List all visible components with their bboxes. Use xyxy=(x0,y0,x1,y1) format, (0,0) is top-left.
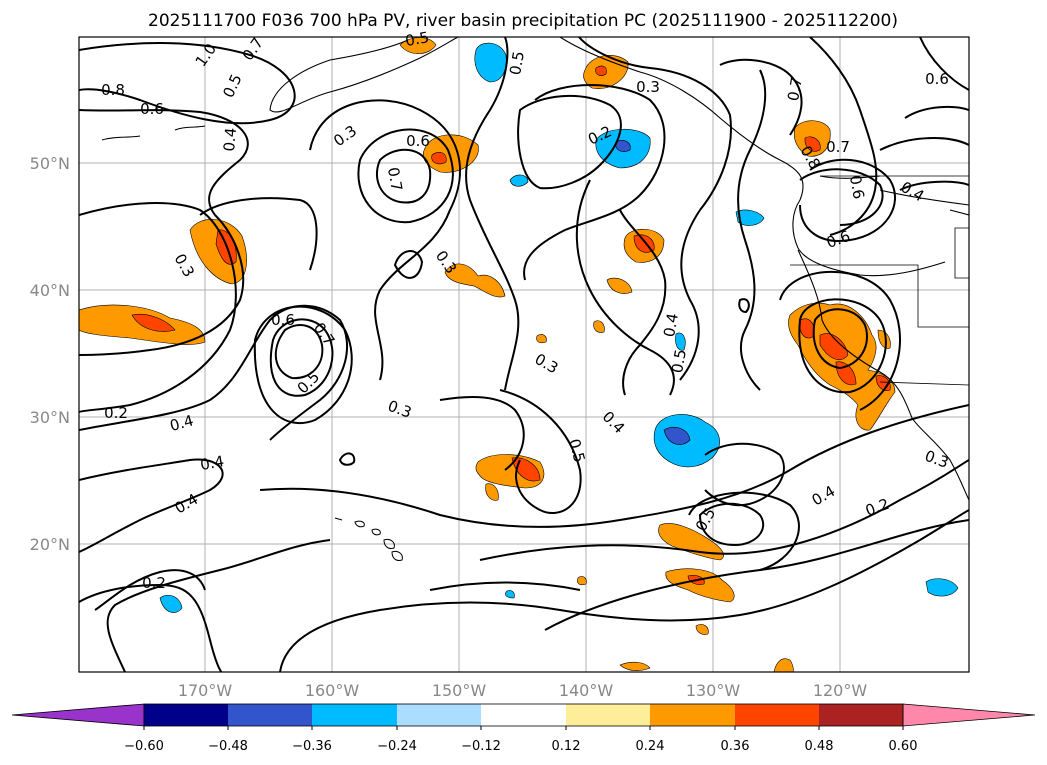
contour-label: 0.6 xyxy=(271,311,295,329)
colorbar-segment xyxy=(566,704,650,726)
colorbar-tick-label: 0.60 xyxy=(889,739,918,754)
contour-label: 0.7 xyxy=(784,76,806,103)
colorbar-segment xyxy=(144,704,228,726)
contour-label: 0.7 xyxy=(384,166,406,193)
colorbar: −0.60 −0.48 −0.36 −0.24 −0.12 0.12 0.24 … xyxy=(11,703,1036,754)
pv-contours xyxy=(79,37,969,672)
lon-label-150w: 150°W xyxy=(432,681,487,700)
colorbar-segment xyxy=(228,704,312,726)
colorbar-segment xyxy=(735,704,819,726)
hawaii-islands xyxy=(334,517,403,561)
colorbar-extend-max xyxy=(902,703,1036,727)
figure-title: 2025111700 F036 700 hPa PV, river basin … xyxy=(148,11,898,31)
colorbar-tick-label: 0.36 xyxy=(721,739,750,754)
lon-labels: 170°W 160°W 150°W 140°W 130°W 120°W xyxy=(178,681,868,700)
precip-negative xyxy=(159,42,959,613)
lat-label-50n: 50°N xyxy=(30,154,70,173)
precip-positive xyxy=(79,37,896,672)
map-frame xyxy=(78,36,970,673)
contour-label: 0.5 xyxy=(404,28,431,50)
lat-label-40n: 40°N xyxy=(30,281,70,300)
contour-label: 0.6 xyxy=(925,70,949,88)
colorbar-extend-min xyxy=(11,703,145,727)
lon-label-160w: 160°W xyxy=(305,681,360,700)
lon-label-120w: 120°W xyxy=(813,681,868,700)
colorbar-segment xyxy=(650,704,735,726)
map-panel: 1.0 0.7 0.8 0.5 0.6 0.4 0.3 0.6 0.7 0.5 … xyxy=(78,28,970,673)
contour-label: 0.4 xyxy=(220,127,240,152)
colorbar-tick-label: 0.24 xyxy=(636,739,665,754)
borders xyxy=(790,175,969,386)
colorbar-tick-label: 0.48 xyxy=(805,739,834,754)
contour-label: 0.2 xyxy=(104,404,128,422)
contour-label: 0.6 xyxy=(406,132,430,150)
contour-label: 0.5 xyxy=(506,50,528,77)
colorbar-segment xyxy=(481,704,566,726)
contour-label: 0.5 xyxy=(668,348,690,375)
colorbar-tick-label: −0.48 xyxy=(208,739,248,754)
lon-label-170w: 170°W xyxy=(178,681,233,700)
colorbar-segment xyxy=(312,704,397,726)
contour-label: 0.7 xyxy=(826,138,850,156)
lat-label-30n: 30°N xyxy=(30,408,70,427)
colorbar-tick-label: −0.60 xyxy=(124,739,164,754)
colorbar-ticks xyxy=(143,726,904,730)
contour-label: 0.3 xyxy=(636,78,660,96)
contour-label: 0.2 xyxy=(142,574,166,592)
colorbar-segments xyxy=(11,703,1036,727)
coastlines xyxy=(101,37,969,501)
colorbar-segment xyxy=(819,704,903,726)
contour-label: 0.6 xyxy=(140,100,164,118)
lon-label-140w: 140°W xyxy=(559,681,614,700)
colorbar-tick-label: −0.36 xyxy=(292,739,332,754)
colorbar-tick-label: −0.24 xyxy=(377,739,417,754)
colorbar-tick-label: 0.12 xyxy=(552,739,581,754)
colorbar-segment xyxy=(397,704,481,726)
lat-labels: 50°N 40°N 30°N 20°N xyxy=(30,154,70,554)
contour-label: 0.5 xyxy=(565,437,589,465)
contour-label: 0.6 xyxy=(846,174,868,201)
lat-label-20n: 20°N xyxy=(30,535,70,554)
contour-label: 0.4 xyxy=(660,312,682,339)
contour-label: 0.8 xyxy=(101,81,125,99)
colorbar-tick-label: −0.12 xyxy=(461,739,501,754)
contour-label: 0.4 xyxy=(168,411,196,435)
lon-label-130w: 130°W xyxy=(686,681,741,700)
colorbar-frame xyxy=(143,703,904,727)
contour-label: 0.4 xyxy=(199,452,226,474)
colorbar-labels: −0.60 −0.48 −0.36 −0.24 −0.12 0.12 0.24 … xyxy=(124,739,917,754)
